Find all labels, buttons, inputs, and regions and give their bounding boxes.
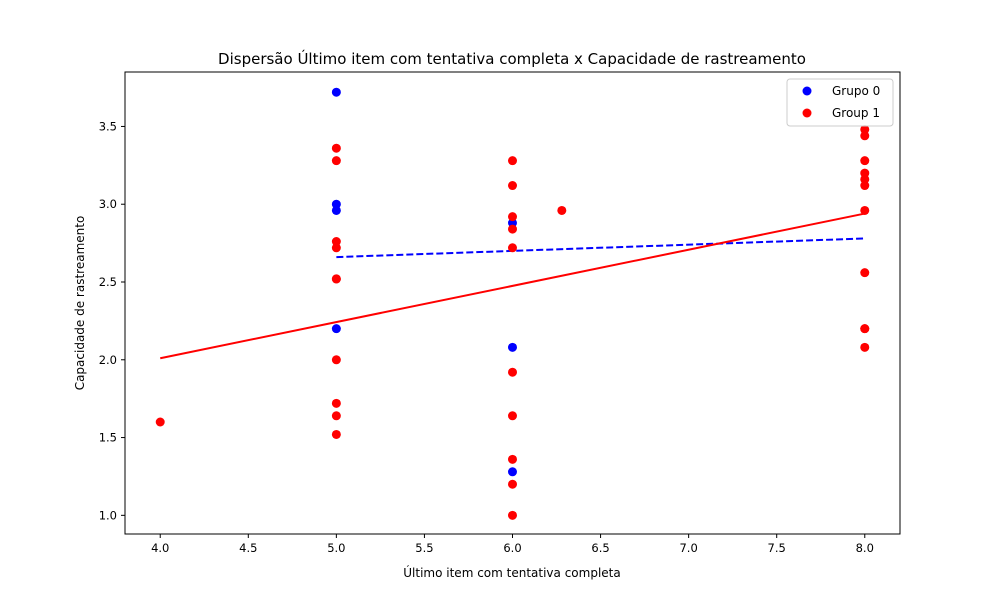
point-series-1 xyxy=(860,268,870,278)
point-series-1 xyxy=(331,411,341,421)
point-series-1 xyxy=(508,243,517,253)
legend: Grupo 0 Group 1 xyxy=(786,78,894,127)
y-tick-label: 1.5 xyxy=(99,431,117,445)
point-series-1 xyxy=(155,417,165,427)
point-series-1 xyxy=(508,411,517,421)
point-series-1 xyxy=(860,168,870,178)
point-series-1 xyxy=(508,479,517,489)
point-series-1 xyxy=(860,324,870,334)
point-series-1 xyxy=(331,429,341,439)
point-series-1 xyxy=(557,205,567,215)
legend-box xyxy=(786,78,894,127)
y-tick-label: 2.5 xyxy=(99,275,117,289)
trendline-series-0 xyxy=(336,237,865,259)
y-axis-label: Capacidade de rastreamento xyxy=(73,216,87,391)
point-series-1 xyxy=(508,367,517,377)
point-series-0 xyxy=(508,467,517,477)
y-tick-label: 1.0 xyxy=(99,508,117,522)
point-series-0 xyxy=(331,87,341,97)
point-series-1 xyxy=(331,143,341,153)
legend-marker-group-1 xyxy=(802,108,812,118)
point-series-1 xyxy=(508,181,517,191)
point-series-1 xyxy=(331,398,341,408)
x-axis-label: Último item com tentativa completa xyxy=(403,565,620,580)
x-tick-label: 5.0 xyxy=(327,541,345,555)
point-series-1 xyxy=(508,156,517,166)
point-series-1 xyxy=(860,342,870,352)
legend-marker-grupo-0 xyxy=(802,86,812,96)
x-tick-label: 7.0 xyxy=(679,541,697,555)
data-points xyxy=(155,87,870,520)
point-series-1 xyxy=(860,205,870,215)
point-series-1 xyxy=(860,125,870,135)
point-series-0 xyxy=(508,218,517,228)
plot-area xyxy=(124,71,901,535)
y-tick-label: 3.0 xyxy=(99,197,117,211)
point-series-0 xyxy=(331,199,341,209)
chart-title: Dispersão Último item com tentativa comp… xyxy=(218,49,806,68)
x-tick-label: 4.0 xyxy=(151,541,169,555)
x-tick-label: 5.5 xyxy=(415,541,433,555)
legend-label-grupo-0: Grupo 0 xyxy=(832,84,880,98)
trendline-series-1 xyxy=(160,212,865,360)
x-tick-label: 6.5 xyxy=(591,541,609,555)
x-tick-label: 6.0 xyxy=(503,541,521,555)
point-series-1 xyxy=(860,156,870,166)
point-series-1 xyxy=(860,174,870,184)
x-tick-label: 4.5 xyxy=(239,541,257,555)
x-axis: 4.0 4.5 5.0 5.5 6.0 6.5 7.0 7.5 8.0 xyxy=(151,534,874,555)
x-tick-label: 8.0 xyxy=(856,541,874,555)
legend-label-group-1: Group 1 xyxy=(832,106,880,120)
point-series-1 xyxy=(508,510,517,520)
point-series-1 xyxy=(331,355,341,365)
point-series-1 xyxy=(331,243,341,253)
point-series-0 xyxy=(508,342,517,352)
x-tick-label: 7.5 xyxy=(768,541,786,555)
point-series-1 xyxy=(860,181,870,191)
point-series-1 xyxy=(331,274,341,284)
point-series-1 xyxy=(508,224,517,234)
y-tick-label: 2.0 xyxy=(99,353,117,367)
point-series-0 xyxy=(331,324,341,334)
point-series-1 xyxy=(331,237,341,247)
y-tick-label: 3.5 xyxy=(99,119,117,133)
point-series-1 xyxy=(331,156,341,166)
y-axis: 1.0 1.5 2.0 2.5 3.0 3.5 xyxy=(99,119,125,522)
trendlines xyxy=(160,212,865,360)
point-series-1 xyxy=(508,454,517,464)
point-series-0 xyxy=(331,205,341,215)
point-series-1 xyxy=(508,212,517,222)
point-series-1 xyxy=(860,131,870,141)
